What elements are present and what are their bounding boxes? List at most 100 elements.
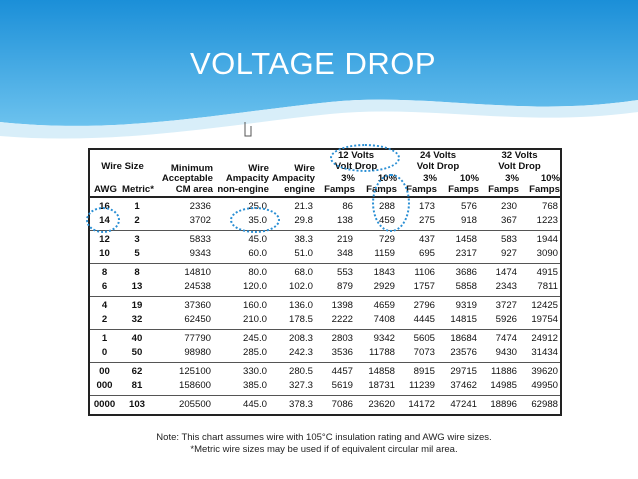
table-cell: 39620 [531,366,559,377]
table-cell: 14172 [408,399,436,410]
table-cell: 24912 [531,333,559,344]
table-cell: 25.0 [248,201,268,212]
header-line: Ampacity [271,173,316,184]
table-cell: 12 [99,234,110,245]
table-cell: 37360 [184,300,212,311]
header-cell: AWG [89,173,121,197]
highlight [372,174,410,232]
highlight [86,207,120,233]
table-cell: 927 [501,248,518,259]
note: *Metric wire sizes may be used if of equ… [190,444,458,455]
table-row: 12 3 5833 45.0 38.3 219 729 437 1458 583 1944 [89,231,561,248]
table-row: 2 32 62450 210.0 178.5 2222 7408 4445 14815 5926 1… [89,313,561,330]
table-row: 0000 103 205500 445.0 378.3 7086 23620 14172 472… [89,396,561,416]
table-cell: 14815 [450,314,478,325]
table-cell: 5605 [413,333,436,344]
table-cell: 5619 [331,380,354,391]
row-group: 16 1 2336 25.0 21.3 86 288 173 576 230 768 14 2 3702 3… [89,197,562,231]
row-group: 4 19 37360 160.0 136.0 1398 4659 2796 9319 3727 12… [89,296,562,330]
table-cell: 5858 [455,281,478,292]
table-cell: 9343 [189,248,212,259]
table-cell: 2317 [455,248,478,259]
table-row: 8 8 14810 80.0 68.0 553 1843 1106 3686 1474 4915 [89,264,561,281]
table-cell: 2336 [189,201,212,212]
notes: Note: This chart assumes wire with 105°C… [88,432,560,456]
header-cell: 3% Famps [315,173,355,197]
table-cell: 2222 [331,314,354,325]
header-line: Ampacity [225,173,270,184]
table-row: 14 2 3702 35.0 29.8 138 459 275 918 367 1223 [89,214,561,231]
table-cell: 729 [379,234,396,245]
table-cell: 242.3 [289,347,314,358]
table-cell: 81 [131,380,143,391]
header-line: Acceptable [161,173,214,184]
table-cell: 00 [99,366,110,377]
table-cell: 136.0 [289,300,314,311]
table-cell: 138 [337,215,354,226]
table-cell: 219 [337,234,354,245]
header-line: 32 Volts [501,150,538,161]
table-cell: 3536 [331,347,354,358]
header-line: Famps [529,183,561,195]
table-cell: 62 [131,366,143,377]
table-cell: 10 [99,248,110,259]
header-line: Famps [324,183,356,195]
table-cell: 103 [129,399,146,410]
table-cell: 21.3 [294,201,314,212]
header-cell: Minimum Acceptable CM area [155,149,213,197]
table-cell: 47241 [450,399,478,410]
header-line: 3% [505,173,520,184]
table-cell: 32 [131,314,143,325]
table-cell: 158600 [179,380,212,391]
table-cell: 14858 [368,366,396,377]
row-group: 12 3 5833 45.0 38.3 219 729 437 1458 583 1944 10 5 93… [89,230,562,264]
table-cell: 60.0 [248,248,268,259]
table-cell: 6 [101,281,108,292]
table-cell: 4659 [373,300,396,311]
header-line: CM area [175,183,214,195]
table-cell: 16 [99,201,110,212]
header-cell: 10% Famps [437,173,479,197]
group-header: 32 Volts Volt Drop [479,149,561,173]
header-cell: Metric* [121,173,155,197]
table-cell: 98980 [184,347,212,358]
table-cell: 2803 [331,333,354,344]
header-line: Famps [406,183,438,195]
table-cell: 3 [134,234,140,245]
header-line: 3% [341,173,356,184]
row-group: 8 8 14810 80.0 68.0 553 1843 1106 3686 1474 4915 6 1… [89,263,562,297]
table-cell: 385.0 [243,380,268,391]
header-line: Wire [248,162,270,174]
table-cell: 378.3 [289,399,314,410]
note: Note: This chart assumes wire with 105°C… [156,432,492,443]
header-cell: Wire Size [101,160,144,172]
table-cell: 000 [96,380,113,391]
table-cell: 12425 [531,300,559,311]
table-cell: 7073 [413,347,436,358]
table-cell: 3702 [189,215,212,226]
table-cell: 205500 [179,399,212,410]
table-cell: 7086 [331,399,354,410]
table-cell: 19754 [531,314,559,325]
header-cell: 10% Famps [519,173,561,197]
table-cell: 50 [131,347,143,358]
table-cell: 208.3 [289,333,314,344]
table-cell: 125100 [179,366,212,377]
header-line: Wire [294,162,316,174]
table-cell: 31434 [531,347,559,358]
table-cell: 437 [419,234,436,245]
table-cell: 553 [337,267,354,278]
table-cell: 4445 [413,314,436,325]
table-cell: 5833 [189,234,212,245]
table-cell: 2343 [495,281,518,292]
table-cell: 29715 [450,366,478,377]
table-cell: 445.0 [243,399,268,410]
table-cell: 1106 [414,267,436,278]
table-cell: 37462 [450,380,478,391]
table-cell: 24538 [184,281,212,292]
table-cell: 275 [419,215,436,226]
table-cell: 77790 [184,333,212,344]
table-cell: 4915 [536,267,559,278]
header-line: 10% [540,173,561,184]
header-line: Famps [448,183,480,195]
